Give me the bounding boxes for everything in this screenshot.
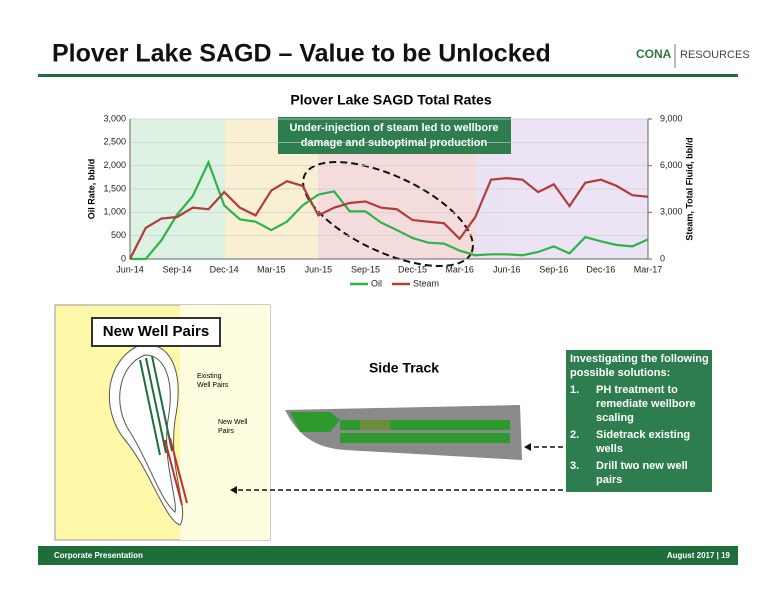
callout-item: Drill two new well [596,460,688,472]
x-tick-label: Jun-15 [305,264,333,274]
chart-title: Plover Lake SAGD Total Rates [290,92,491,108]
y-tick-label: 1,000 [103,207,126,217]
x-tick-label: Dec-16 [586,264,615,274]
y-tick-label: 1,500 [103,183,126,193]
callout-item: remediate wellbore [596,398,696,410]
header-rule [38,74,738,77]
callout-list: 1. PH treatment to remediate wellbore scali… [570,384,696,486]
y-tick-label: 2,500 [103,137,126,147]
y-tick-label: 0 [121,253,126,263]
legend-label: Oil [371,278,382,288]
footer-bar [38,546,738,565]
callout-item: PH treatment to [596,384,678,396]
x-tick-label: Mar-15 [257,264,286,274]
side-track-title: Side Track [369,360,439,376]
x-tick-label: Sep-16 [539,264,568,274]
map-label: Well Pairs [197,382,229,389]
map-label: New Well [218,419,248,426]
x-tick-label: Sep-15 [351,264,380,274]
series-line [130,159,649,261]
chart: 0 500 1,000 1,500 2,000 2,500 3,000 0 3,000 6,000… [103,113,682,288]
callout-item: wells [595,443,623,455]
footer-left: Corporate Presentation [54,551,143,560]
highlight-ellipse [302,161,474,267]
callout-heading: Investigating the following [570,353,709,365]
arrow-head [524,443,531,451]
arrow-head [230,486,237,494]
callout-item: pairs [596,474,622,486]
callout-number: 2. [570,429,579,441]
y2-tick-label: 0 [660,253,665,263]
x-tick-label: Sep-14 [163,264,192,274]
side-track-diagram [285,405,522,460]
callout-item: scaling [596,412,634,424]
y2-tick-label: 6,000 [660,160,683,170]
x-tick-label: Jun-16 [493,264,521,274]
y2-tick-label: 3,000 [660,207,683,217]
slide-title: Plover Lake SAGD – Value to be Unlocked [52,40,551,68]
legend-label: Steam [413,278,439,288]
x-tick-label: Mar-16 [445,264,474,274]
y-axis-label: Oil Rate, bbl/d [86,159,96,220]
y-tick-label: 3,000 [103,113,126,123]
series-line [129,177,649,260]
map-label: Existing [197,373,222,380]
y-tick-label: 2,000 [103,160,126,170]
callout-box [566,350,712,492]
callout-item: Sidetrack existing [596,429,690,441]
y-tick-label: 500 [111,230,126,240]
callout-number: 3. [570,460,579,472]
annotation: Under-injection of steam led to wellbore [289,122,498,134]
x-tick-label: Mar-17 [634,264,663,274]
annotation-box [278,117,511,154]
annotation: damage and suboptimal production [301,137,488,149]
logo: CONA [636,47,672,61]
x-tick-label: Dec-15 [398,264,427,274]
map-label: Pairs [218,428,234,435]
callout-heading: possible solutions: [570,367,670,379]
map-title: New Well Pairs [103,323,209,340]
map-image [54,304,271,541]
x-tick-label: Jun-14 [116,264,144,274]
x-tick-label: Dec-14 [210,264,239,274]
logo-sub: RESOURCES [680,49,750,61]
callout-number: 1. [570,384,579,396]
footer-right: August 2017 | 19 [667,551,731,560]
y2-axis-label: Steam, Total Fluid, bbl/d [684,137,694,240]
y2-tick-label: 9,000 [660,113,683,123]
